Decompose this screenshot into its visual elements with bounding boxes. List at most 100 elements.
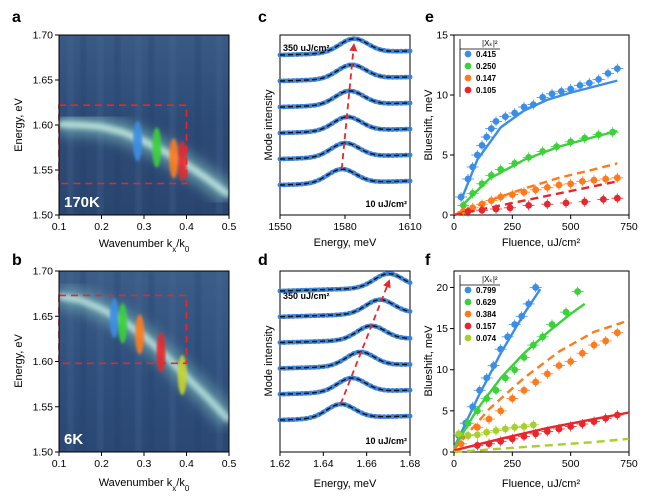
scatter-e-point-0.105 (525, 202, 533, 209)
spectra-d-data-point (290, 339, 296, 345)
scatter-f-point-0.384 (473, 423, 481, 431)
spectra-d-data-point (407, 362, 413, 367)
scatter-f-legend-marker (464, 334, 472, 342)
heatmap-a-colored-spot (169, 138, 179, 179)
spectra-c-data-point (372, 178, 378, 184)
scatter-e-legend-marker (464, 62, 472, 70)
bottom-label-d: 10 uJ/cm² (365, 436, 407, 446)
heatmap-b-xtick-label: 0.5 (222, 458, 237, 470)
heatmap-a-band (148, 35, 155, 215)
scatter-f-legend-title: |Xₖ|² (482, 275, 498, 284)
scatter-e-legend-label: 0.147 (476, 74, 497, 83)
colored-spots-a (133, 121, 187, 181)
scatter-f-point-0.074 (529, 421, 537, 429)
scatter-e-point-0.250 (525, 154, 533, 161)
spectra-c-data-point (299, 51, 305, 57)
scatter-f-xtick-label: 250 (504, 458, 522, 470)
scatter-e-point-0.250 (553, 143, 561, 151)
spectra-c-spectrum-fit (279, 168, 411, 186)
ylabel-b: Energy, eV (13, 334, 25, 388)
scatter-f-point-0.157 (532, 430, 540, 438)
spectra-c-data-point (390, 101, 396, 106)
spectra-d-xtick-label: 1.66 (356, 458, 377, 470)
spectra-c-spectrum-fit (279, 90, 411, 108)
panel-f: |Xₖ|² 0.799 0.629 0.384 0.157 0.074 0 250 500 75… (423, 270, 638, 490)
spectra-d-data-point (325, 312, 331, 318)
scatter-f-point-0.384 (555, 362, 563, 370)
scatter-f-point-0.384 (602, 337, 610, 345)
panel-letter-e: e (425, 9, 434, 26)
scatter-f-legend-label: 0.157 (476, 322, 497, 331)
spectra-c-data-point (398, 48, 404, 54)
shift-arrowhead-d (383, 279, 391, 289)
scatter-f-ytick-label: 5 (442, 405, 448, 417)
spectra-c-data-point (338, 91, 344, 96)
dispersion-core-a (59, 120, 229, 198)
heatmap-a-colored-spot (152, 127, 162, 168)
spectra-d-data-point (351, 375, 357, 381)
scatter-e-point-0.415 (520, 103, 528, 111)
scatter-f-point-0.629 (511, 366, 519, 374)
spectra-c-data-point (407, 152, 413, 158)
heatmap-b-colored-spot (109, 298, 119, 339)
scatter-e-point-0.147 (543, 184, 551, 191)
scatter-e-legend-marker (464, 50, 472, 58)
spectra-c-data-point (299, 103, 305, 109)
spectra-c-data-point (351, 89, 357, 94)
scatter-f-xtick-label: 750 (620, 458, 638, 470)
scatter-f-point-0.629 (501, 374, 509, 382)
heatmap-a-xtick-label: 0.1 (52, 221, 67, 233)
spectra-d-data-point (355, 284, 361, 290)
spectra-c-data-point (390, 179, 396, 184)
panel-b: 0.1 0.2 0.3 0.4 0.5 1.50 1.55 1.60 1.65 1.70 6K E… (13, 266, 236, 493)
panel-c: 350 uJ/cm² 10 uJ/cm² 1550 1580 1610 Mode i… (263, 34, 422, 249)
scatter-e-point-0.105 (464, 208, 472, 215)
shift-arrowhead-c (349, 43, 358, 52)
spectra-c-data-point (338, 141, 344, 147)
scatter-e-point-0.250 (478, 180, 486, 188)
scatter-f-point-0.384 (578, 349, 586, 357)
scatter-f-point-0.157 (578, 420, 586, 428)
heatmap-b-ytick-label: 1.60 (33, 356, 54, 368)
scatter-f-point-0.157 (473, 442, 481, 449)
heatmap-b-band (216, 271, 223, 452)
heatmap-a-colored-spot (177, 141, 187, 181)
spectra-d-spectrum-fit (279, 377, 411, 395)
panel-letter-b: b (12, 252, 22, 269)
spectra-d-data-point (299, 365, 305, 371)
scatter-e-xtick-label: 250 (504, 221, 522, 233)
scatter-f-legend-label: 0.629 (476, 298, 497, 307)
spectra-d-data-point (325, 287, 331, 292)
colored-spots-b (109, 298, 187, 396)
spectra-c-data-point (307, 51, 313, 57)
shift-arrow-d (339, 282, 390, 405)
spectra-d-spectrum-fit (279, 403, 411, 421)
scatter-f-point-0.384 (543, 370, 551, 378)
scatter-e-point-0.250 (469, 190, 477, 197)
scatter-e-point-0.105 (543, 200, 551, 208)
scatter-f-point-0.799 (469, 403, 477, 411)
spectra-d (277, 271, 413, 423)
heatmap-b-colored-spot (135, 314, 145, 355)
heatmap-b-band (80, 271, 87, 452)
spectra-c-data-point (290, 78, 296, 83)
spectra-d-spectrum-fit (279, 272, 411, 292)
spectra-d-data-point (299, 391, 305, 396)
heatmap-a-ytick-label: 1.65 (33, 75, 54, 87)
scatter-f-ytick-label: 15 (436, 323, 448, 335)
spectra-d-data-point (316, 339, 322, 344)
scatter-f-point-0.799 (532, 284, 540, 291)
spectra-c-data-point (407, 100, 413, 106)
heatmap-b-band (97, 271, 104, 452)
scatter-e-point-0.105 (492, 205, 500, 213)
spectra-d-data-point (307, 313, 313, 319)
spectra-c-data-point (407, 178, 413, 184)
scatter-e-point-0.250 (511, 160, 519, 167)
scatter-f-point-0.157 (497, 437, 505, 445)
scatter-e-point-0.105 (478, 206, 486, 214)
spectra-c-data-point (290, 52, 296, 57)
legend-f: |Xₖ|² 0.799 0.629 0.384 0.157 0.074 (459, 275, 500, 345)
heatmap-b-xtick-label: 0.3 (137, 458, 152, 470)
spectra-c-xtick-label: 1550 (268, 221, 292, 233)
spectra-d-data-point (316, 313, 322, 318)
